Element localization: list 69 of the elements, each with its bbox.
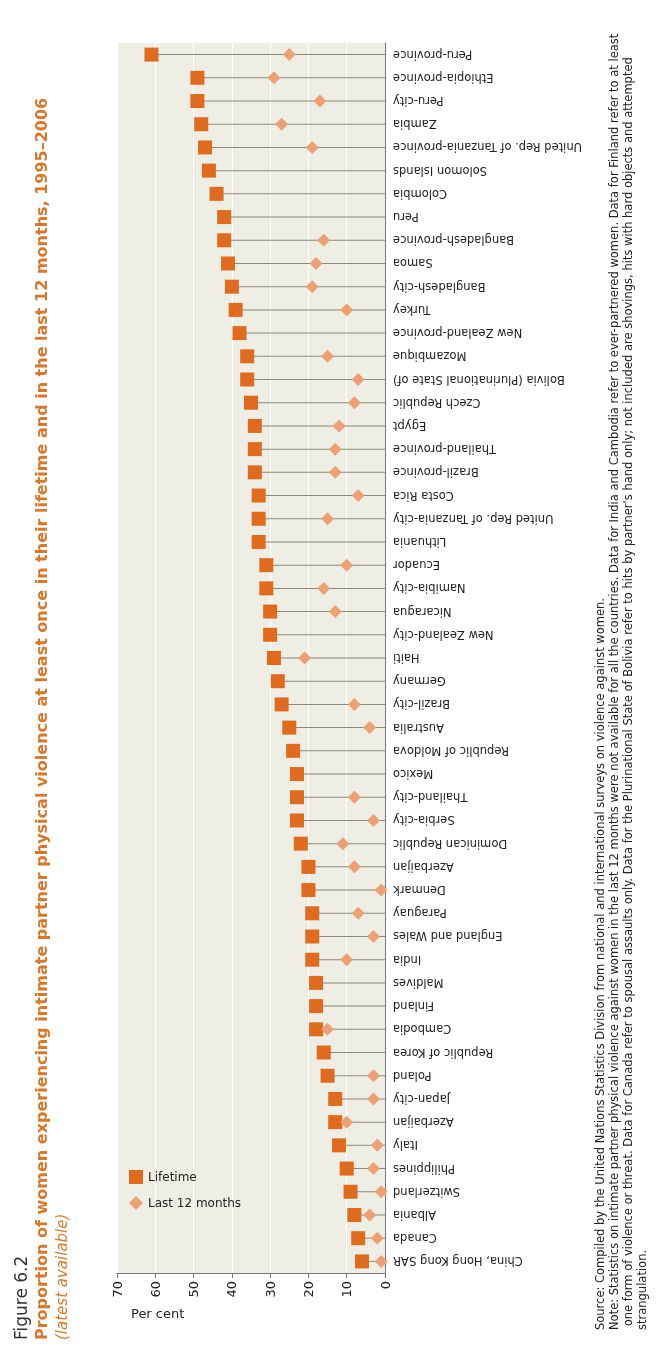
y-tick-label: Denmark <box>392 883 446 898</box>
legend-label: Lifetime <box>148 1170 197 1184</box>
y-tick-label: Egypt <box>392 418 427 433</box>
source-note: Source: Compiled by the United Nations Statistics Division from national and international surveys on violence against women. <box>593 597 607 1330</box>
legend-label: Last 12 months <box>148 1196 242 1210</box>
y-tick-label: India <box>393 952 422 967</box>
y-tick-label: Zambia <box>393 117 437 132</box>
y-tick-label: Thailand-province <box>393 442 498 457</box>
y-tick-label: Haiti <box>393 651 420 665</box>
x-tick-label: 70 <box>109 1281 125 1298</box>
y-tick-label: Poland <box>393 1068 432 1083</box>
y-tick-label: Ecuador <box>392 558 440 573</box>
x-tick-label: 30 <box>262 1281 278 1298</box>
y-tick-label: United Rep. of Tanzania-province <box>393 140 583 155</box>
y-tick-label: Germany <box>392 674 446 689</box>
y-tick-label: Peru <box>393 210 419 225</box>
y-tick-label: Azerbaijan <box>393 859 454 874</box>
y-tick-label: China, Hong Kong SAR <box>393 1254 523 1269</box>
y-tick-label: Nicaragua <box>393 604 452 619</box>
y-tick-label: Bangladesh-city <box>392 279 486 294</box>
y-tick-label: Mozambique <box>393 349 467 364</box>
y-tick-label: Albania <box>393 1207 436 1222</box>
x-tick-label: 0 <box>377 1281 393 1290</box>
x-tick-label: 60 <box>147 1281 163 1298</box>
y-tick-label: England and Wales <box>392 929 503 944</box>
y-tick-label: Australia <box>393 720 444 735</box>
y-tick-label: Samoa <box>393 256 433 271</box>
y-tick-label: Republic of Korea <box>393 1045 494 1060</box>
y-tick-label: Bangladesh-province <box>393 233 515 248</box>
text: Note: Statistics on intimate partner physical violence against women in the last 12 months were not available for all the countries. Data for India and Cambodia refer to ever-partnered women. Data for Finland refer to at least one form of violence or threat. Data for Canada refer to spousal assaults only. Data for the Plurinational State of Bolivia refer to hits by partner's hand only; not included are shovings, hits with hard objects and attempted strangulation. <box>607 33 649 1330</box>
y-tick-label: Namibia-city <box>392 581 466 596</box>
y-tick-label: New Zealand-province <box>393 326 523 341</box>
y-tick-label: Philippines <box>393 1161 455 1176</box>
x-tick-label: 20 <box>300 1281 316 1298</box>
y-tick-label: Dominican Republic <box>393 836 508 851</box>
y-tick-label: Japan-city <box>392 1091 452 1106</box>
text: (latest available) <box>52 1213 71 1340</box>
y-tick-label: Ethiopia-province <box>393 70 494 85</box>
y-tick-label: Finland <box>393 999 435 1014</box>
text: Proportion of women experiencing intimate partner physical violence at least once in their lifetime and in the last 12 months, 1995–2006 <box>31 97 51 1340</box>
y-tick-label: Solomon Islands <box>393 163 487 178</box>
y-tick-label: Thailand-city <box>392 790 469 805</box>
y-tick-label: Costa Rica <box>393 488 454 503</box>
y-tick-label: Bolivia (Plurinational State of) <box>393 372 565 387</box>
y-tick-label: Mexico <box>393 767 434 782</box>
x-tick-label: 10 <box>339 1281 355 1298</box>
y-tick-label: Switzerland <box>393 1184 461 1199</box>
y-tick-label: Italy <box>392 1138 418 1153</box>
y-tick-label: Serbia-city <box>392 813 455 828</box>
y-tick-label: New Zealand-city <box>392 627 494 642</box>
y-tick-label: Maldives <box>393 975 444 990</box>
y-tick-label: Azerbaijan <box>393 1115 454 1130</box>
y-tick-label: Turkey <box>392 302 432 317</box>
y-tick-label: Peru-province <box>393 47 473 62</box>
x-tick-label: 40 <box>224 1281 240 1298</box>
x-axis-title: Per cent <box>131 1306 185 1321</box>
y-tick-label: Brazil-province <box>393 465 479 480</box>
y-tick-label: United Rep. of Tanzania-city <box>392 511 554 526</box>
y-tick-label: Republic of Moldova <box>393 743 509 758</box>
y-tick-label: Czech Republic <box>393 395 481 410</box>
x-tick-label: 50 <box>186 1281 202 1298</box>
y-tick-label: Paraguay <box>392 906 447 921</box>
y-tick-label: Colombia <box>393 186 448 201</box>
y-tick-label: Lithuania <box>393 534 447 549</box>
y-tick-label: Canada <box>393 1231 437 1246</box>
y-tick-label: Peru-city <box>392 94 444 109</box>
caption: Figure 6.2 <box>10 1255 31 1340</box>
y-tick-label: Cambodia <box>393 1022 452 1037</box>
y-tick-label: Brazil-city <box>392 697 451 712</box>
